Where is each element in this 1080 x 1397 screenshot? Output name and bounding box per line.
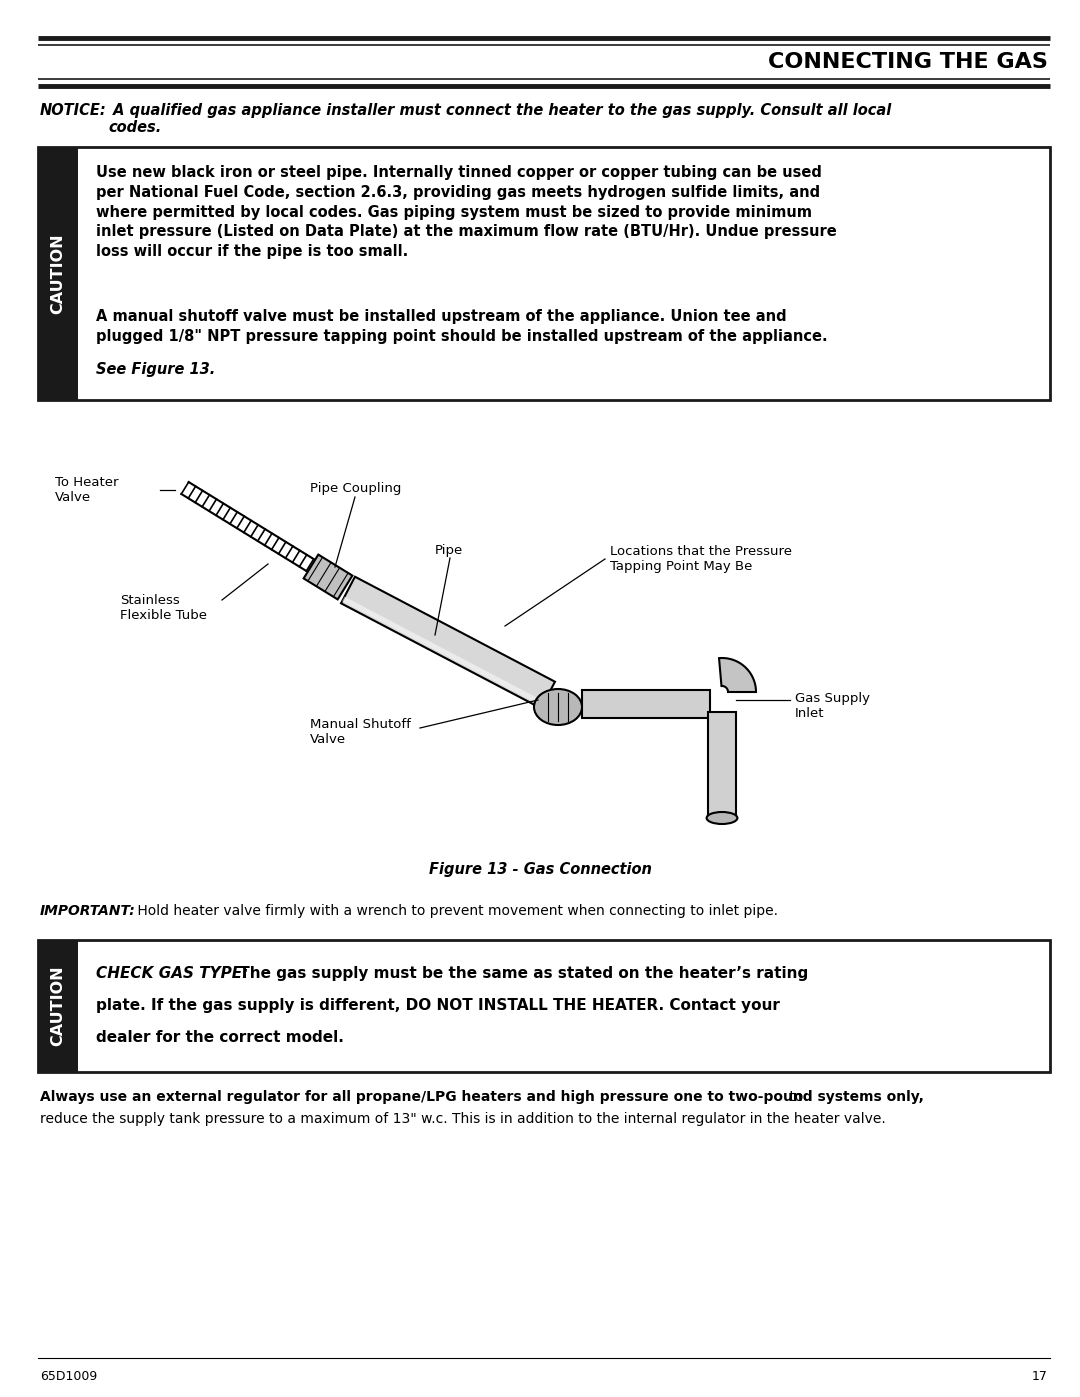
Text: to: to [785,1090,804,1104]
Ellipse shape [534,689,582,725]
Text: Pipe: Pipe [435,543,463,557]
Bar [708,712,735,819]
Text: Use new black iron or steel pipe. Internally tinned copper or copper tubing can : Use new black iron or steel pipe. Intern… [96,165,837,260]
Text: Gas Supply
Inlet: Gas Supply Inlet [795,692,870,719]
Text: To Heater
Valve: To Heater Valve [55,476,119,504]
Bar [38,940,78,1071]
Text: CONNECTING THE GAS: CONNECTING THE GAS [768,52,1048,73]
Text: The gas supply must be the same as stated on the heater’s rating: The gas supply must be the same as state… [234,965,808,981]
Text: See Figure 13.: See Figure 13. [96,362,215,377]
Text: CHECK GAS TYPE:: CHECK GAS TYPE: [96,965,248,981]
Text: Hold heater valve firmly with a wrench to prevent movement when connecting to in: Hold heater valve firmly with a wrench t… [133,904,778,918]
Text: Stainless
Flexible Tube: Stainless Flexible Tube [120,594,207,622]
Bar [38,147,1050,400]
Polygon shape [719,658,756,692]
Text: IMPORTANT:: IMPORTANT: [40,904,136,918]
Text: Locations that the Pressure
Tapping Point May Be: Locations that the Pressure Tapping Poin… [610,545,792,573]
Ellipse shape [706,812,738,824]
Text: CAUTION: CAUTION [51,965,66,1046]
Text: 65D1009: 65D1009 [40,1370,97,1383]
Text: NOTICE:: NOTICE: [40,103,107,117]
Bar [38,940,1050,1071]
Text: Figure 13 - Gas Connection: Figure 13 - Gas Connection [429,862,651,877]
Polygon shape [341,577,555,708]
Polygon shape [303,555,352,599]
Text: 17: 17 [1032,1370,1048,1383]
Bar [582,690,710,718]
Text: reduce the supply tank pressure to a maximum of 13" w.c. This is in addition to : reduce the supply tank pressure to a max… [40,1112,886,1126]
Text: plate. If the gas supply is different, DO NOT INSTALL THE HEATER. Contact your: plate. If the gas supply is different, D… [96,997,780,1013]
Text: Pipe Coupling: Pipe Coupling [310,482,402,495]
Bar [38,147,78,400]
Text: Manual Shutoff
Valve: Manual Shutoff Valve [310,718,410,746]
Text: CAUTION: CAUTION [51,233,66,314]
Text: A manual shutoff valve must be installed upstream of the appliance. Union tee an: A manual shutoff valve must be installed… [96,309,827,344]
Text: Always use an external regulator for all propane/LPG heaters and high pressure o: Always use an external regulator for all… [40,1090,923,1104]
Text: A qualified gas appliance installer must connect the heater to the gas supply. C: A qualified gas appliance installer must… [108,103,891,136]
Polygon shape [342,597,544,707]
Text: dealer for the correct model.: dealer for the correct model. [96,1030,343,1045]
